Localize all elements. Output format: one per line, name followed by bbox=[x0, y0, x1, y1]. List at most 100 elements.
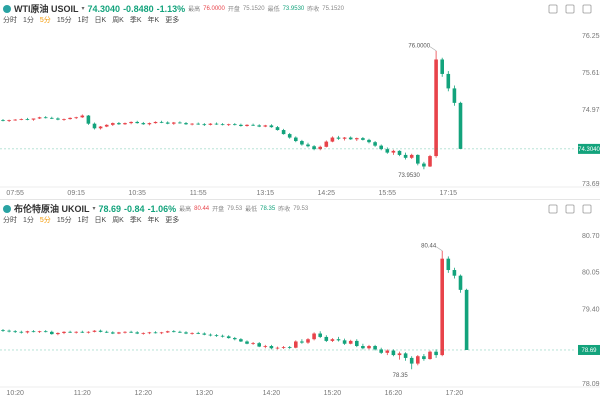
candle-body bbox=[251, 124, 255, 126]
candle-body bbox=[135, 332, 139, 334]
candle-body bbox=[31, 331, 36, 333]
quote-header: WTI原油 USOIL ▾ 74.3040 -0.8480 -1.13% 最高 76.000… bbox=[3, 2, 344, 15]
period-tab[interactable]: 1分 bbox=[23, 17, 34, 24]
candle-body bbox=[184, 123, 188, 125]
candle-body bbox=[208, 123, 213, 125]
period-tab[interactable]: 季K bbox=[129, 17, 142, 24]
symbol-title[interactable]: WTI原油 USOIL bbox=[14, 4, 79, 14]
last-price-label: 78.69 bbox=[581, 348, 597, 354]
candle-body bbox=[330, 137, 335, 142]
symbol-icon bbox=[3, 4, 11, 13]
period-tab[interactable]: 季K bbox=[129, 217, 142, 224]
candle-body bbox=[25, 331, 30, 333]
period-tab[interactable]: 年K bbox=[147, 217, 160, 224]
x-tick-label: 15:55 bbox=[379, 190, 397, 197]
candle-body bbox=[245, 124, 249, 126]
period-tab[interactable]: 周K bbox=[112, 17, 124, 24]
x-tick-label: 11:55 bbox=[190, 190, 207, 197]
y-tick-label: 73.6971 bbox=[582, 181, 600, 188]
x-tick-label: 17:20 bbox=[446, 390, 464, 397]
tool-icon[interactable] bbox=[548, 4, 558, 14]
period-tab[interactable]: 更多 bbox=[165, 17, 180, 24]
candle-body bbox=[7, 120, 11, 122]
candle-body bbox=[324, 336, 329, 341]
candle-body bbox=[355, 340, 359, 347]
candle-body bbox=[452, 270, 457, 276]
candle-body bbox=[233, 338, 237, 340]
period-tab[interactable]: 日K bbox=[94, 217, 107, 224]
last-price-label: 74.3040 bbox=[578, 147, 600, 153]
period-tab[interactable]: 更多 bbox=[165, 217, 180, 224]
candle-body bbox=[147, 123, 152, 125]
candle-body bbox=[7, 330, 11, 332]
candle-body bbox=[422, 163, 426, 167]
x-tick-label: 10:20 bbox=[6, 390, 24, 397]
candle-body bbox=[92, 123, 97, 129]
candle-body bbox=[300, 341, 304, 343]
candle-body bbox=[104, 331, 109, 333]
candle-body bbox=[141, 332, 146, 334]
candle-body bbox=[74, 331, 78, 333]
candle-body bbox=[269, 346, 274, 349]
period-tab[interactable]: 1时 bbox=[77, 17, 89, 24]
stat-label: 最低 bbox=[267, 7, 280, 13]
quote-header: 布伦特原油 UKOIL ▾ 78.69 -0.84 -1.06% 最高 80.44 开盘 79.… bbox=[3, 202, 308, 215]
period-tab[interactable]: 1分 bbox=[23, 217, 34, 224]
candle-body bbox=[263, 346, 268, 347]
candle-body bbox=[153, 121, 158, 124]
tool-icon[interactable] bbox=[548, 204, 558, 214]
tool-icon[interactable] bbox=[565, 204, 575, 214]
candle-body bbox=[184, 332, 188, 334]
candle-body bbox=[294, 341, 298, 348]
candle-body bbox=[111, 332, 115, 334]
period-tab[interactable]: 年K bbox=[147, 17, 160, 24]
y-tick-label: 74.9765 bbox=[582, 107, 600, 114]
candle-body bbox=[409, 357, 414, 364]
candle-body bbox=[13, 331, 17, 333]
candle-body bbox=[434, 351, 438, 356]
x-tick-label: 16:20 bbox=[385, 390, 403, 397]
symbol-title[interactable]: 布伦特原油 UKOIL bbox=[14, 204, 90, 214]
candle-body bbox=[1, 120, 5, 122]
candle-body bbox=[86, 331, 91, 333]
period-tab[interactable]: 分时 bbox=[3, 217, 17, 224]
period-tab[interactable]: 15分 bbox=[56, 217, 72, 224]
candle-body bbox=[312, 333, 316, 340]
stat-value: 80.44 bbox=[194, 205, 210, 212]
candle-body bbox=[117, 332, 121, 334]
candle-body bbox=[361, 138, 365, 140]
period-tab[interactable]: 日K bbox=[94, 17, 107, 24]
period-tab[interactable]: 5分 bbox=[39, 17, 51, 24]
tool-icon[interactable] bbox=[582, 204, 592, 214]
candle-body bbox=[1, 330, 5, 331]
candle-body bbox=[98, 330, 103, 332]
tool-icon[interactable] bbox=[582, 4, 592, 14]
period-tab[interactable]: 5分 bbox=[39, 217, 51, 224]
period-tab[interactable]: 分时 bbox=[3, 17, 17, 24]
candle-body bbox=[348, 340, 353, 344]
candle-body bbox=[281, 130, 286, 135]
tool-icon[interactable] bbox=[565, 4, 575, 14]
candle-body bbox=[104, 124, 109, 127]
candle-body bbox=[19, 331, 24, 333]
x-tick-label: 09:15 bbox=[67, 190, 85, 197]
candle-body bbox=[31, 118, 36, 120]
period-tab[interactable]: 15分 bbox=[56, 17, 72, 24]
chart-panel: 布伦特原油 UKOIL ▾ 78.69 -0.84 -1.06% 最高 80.44 开盘 79.… bbox=[0, 200, 600, 400]
quote-value: 78.69 bbox=[98, 203, 122, 214]
candle-body bbox=[428, 156, 432, 167]
period-tab[interactable]: 1时 bbox=[77, 217, 89, 224]
candle-body bbox=[117, 123, 121, 125]
candle-body bbox=[446, 73, 451, 89]
candle-body bbox=[336, 339, 341, 341]
stat-label: 最低 bbox=[245, 207, 258, 213]
candle-body bbox=[422, 356, 426, 360]
y-tick-label: 80.70 bbox=[582, 233, 600, 240]
candle-body bbox=[50, 117, 54, 119]
candle-body bbox=[208, 334, 213, 336]
period-tab[interactable]: 周K bbox=[112, 217, 124, 224]
candle-body bbox=[220, 124, 225, 126]
candle-body bbox=[251, 343, 255, 344]
candle-body bbox=[190, 123, 194, 125]
candle-body bbox=[379, 145, 383, 150]
